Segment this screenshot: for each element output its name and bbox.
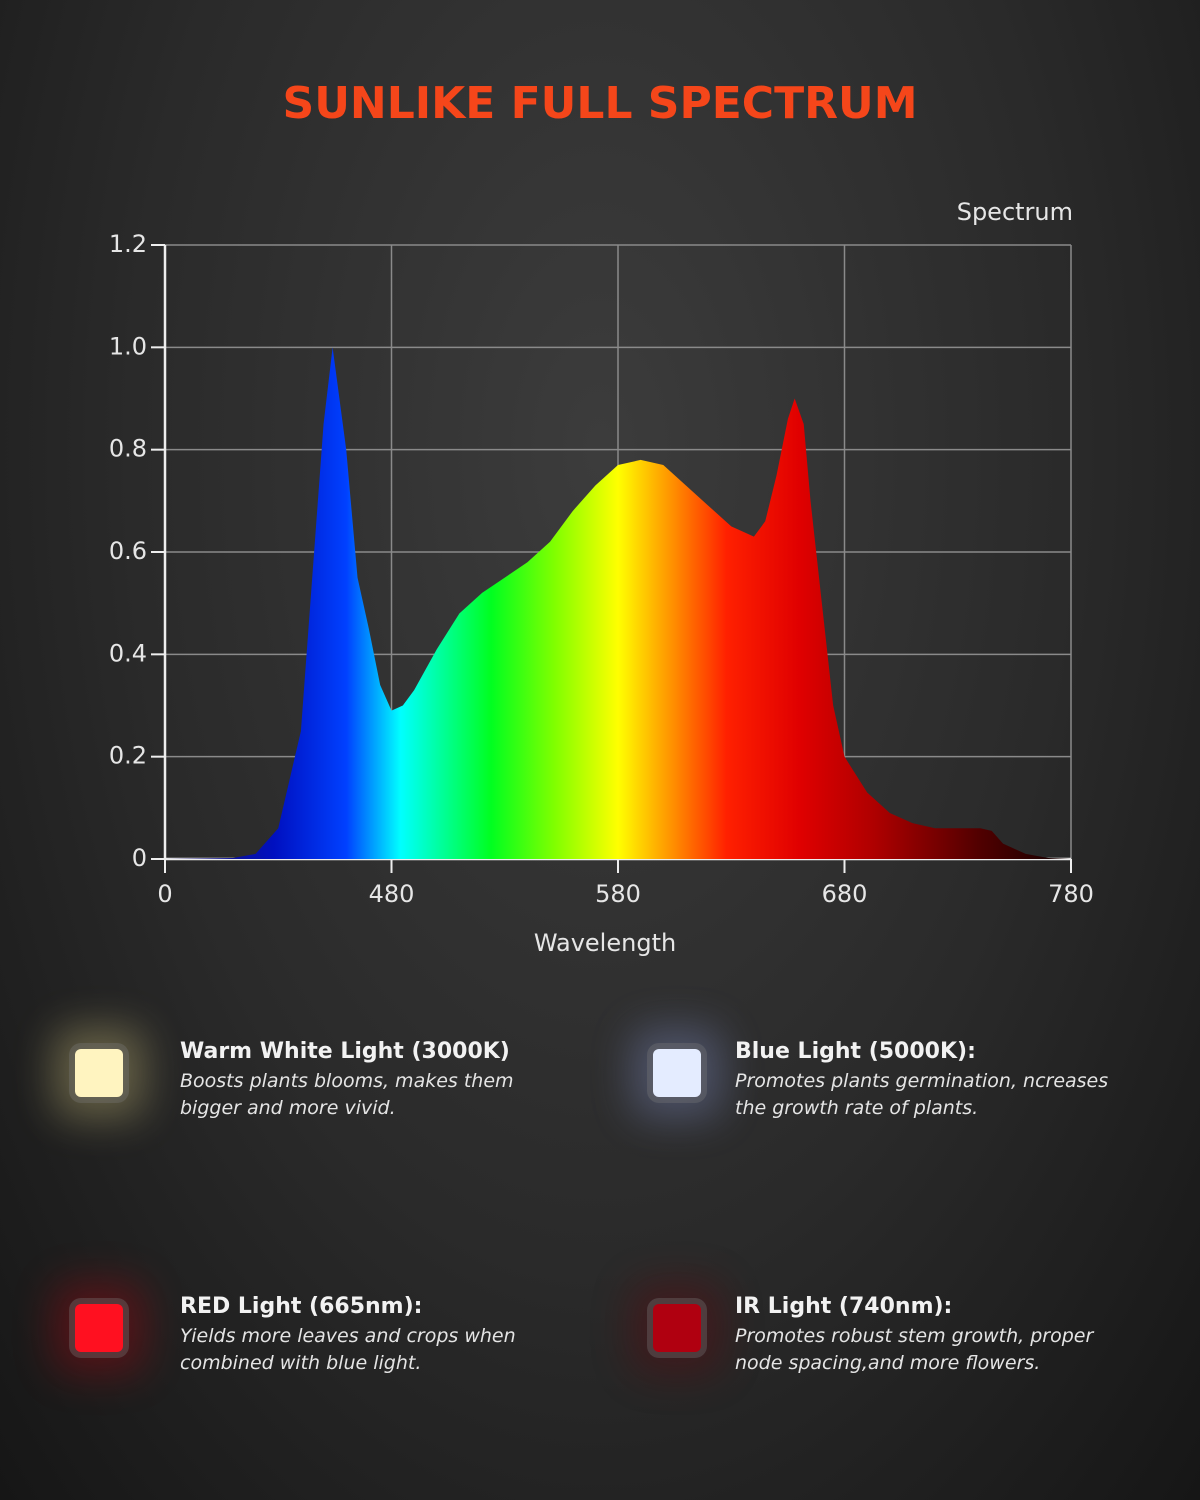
feature-description: Yields more leaves and crops when combin… — [180, 1325, 516, 1374]
spectrum-area — [165, 347, 1071, 859]
feature-title: RED Light (665nm): — [180, 1294, 423, 1319]
feature-description: Promotes plants germination, ncreases th… — [735, 1070, 1109, 1119]
feature: IR Light (740nm): Promotes robust stem gr… — [735, 1294, 1135, 1377]
title: SUNLIKE FULL SPECTRUM — [282, 78, 918, 129]
feature-description: Boosts plants blooms, makes them bigger … — [180, 1070, 514, 1119]
y-tick-label: 1.2 — [109, 230, 147, 258]
legend-label: Spectrum — [957, 198, 1073, 226]
y-tick-label: 1.0 — [109, 332, 147, 360]
x-tick-label: 680 — [822, 880, 868, 908]
chart: 0 0.2 0.4 0.6 0.8 1.0 1.2 0 480 580 680 780 Spectru… — [109, 198, 1094, 957]
feature: Blue Light (5000K): Promotes plants germi… — [735, 1039, 1135, 1122]
x-tick-label: 0 — [157, 880, 172, 908]
x-axis-label: Wavelength — [534, 929, 676, 957]
feature: Warm White Light (3000K) Boosts plants bl… — [180, 1039, 580, 1122]
x-tick-label: 480 — [369, 880, 415, 908]
feature: RED Light (665nm): Yields more leaves and… — [180, 1294, 580, 1377]
light-icon — [653, 1049, 701, 1097]
y-tick-label: 0.8 — [109, 435, 147, 463]
light-icon — [75, 1049, 123, 1097]
feature-title: IR Light (740nm): — [735, 1294, 953, 1319]
x-tick-label: 780 — [1048, 880, 1094, 908]
feature-description: Promotes robust stem growth, proper node… — [735, 1325, 1094, 1374]
y-tick-label: 0.2 — [109, 742, 147, 770]
light-icon — [653, 1304, 701, 1352]
y-tick-label: 0.6 — [109, 537, 147, 565]
x-tick-label: 580 — [595, 880, 641, 908]
feature-title: Blue Light (5000K): — [735, 1039, 976, 1064]
light-icon — [75, 1304, 123, 1352]
y-tick-label: 0 — [132, 844, 147, 872]
feature-title: Warm White Light (3000K) — [180, 1039, 510, 1064]
y-tick-label: 0.4 — [109, 639, 147, 667]
